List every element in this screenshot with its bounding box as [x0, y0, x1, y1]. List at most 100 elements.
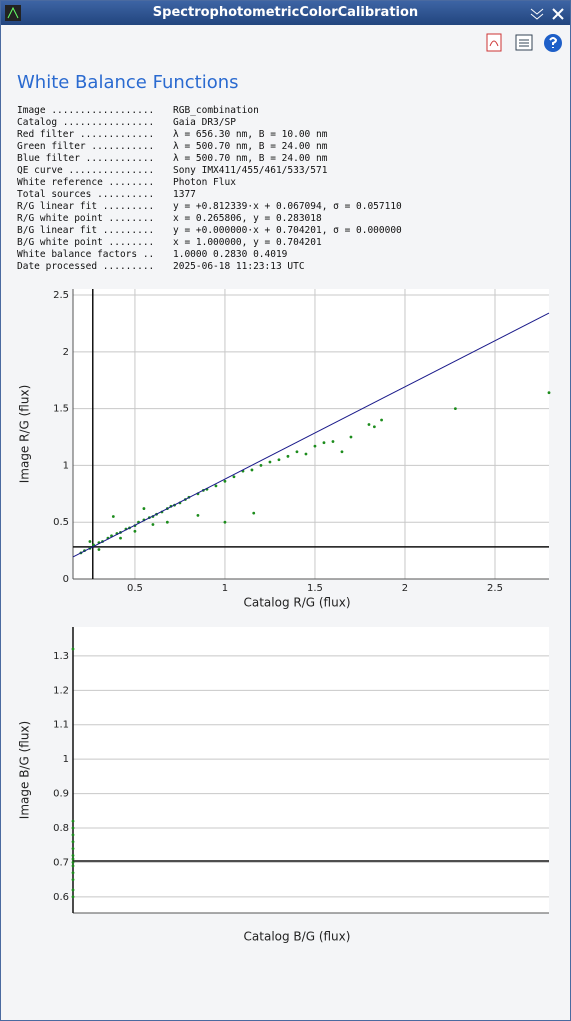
data-point: [71, 888, 75, 892]
info-label: White reference ........: [17, 177, 155, 188]
y-tick-label: 2: [63, 347, 69, 358]
info-label: B/G white point ........: [17, 237, 155, 248]
info-value: RGB_combination: [173, 105, 259, 116]
data-point: [268, 460, 272, 464]
y-tick-label: 1: [63, 754, 69, 765]
data-point: [119, 536, 122, 540]
info-label: Red filter .............: [17, 129, 155, 140]
data-point: [71, 878, 75, 882]
info-label: Date processed .........: [17, 261, 155, 272]
plot-area: [73, 627, 549, 913]
info-row: R/G white point ........ x = 0.265806, y …: [17, 213, 402, 225]
info-label: Image ..................: [17, 105, 155, 116]
info-value: y = +0.812339·x + 0.067094, σ = 0.057110: [173, 201, 402, 212]
fit-line: [72, 312, 550, 558]
info-label: Blue filter ............: [17, 153, 155, 164]
data-point: [133, 529, 137, 533]
y-tick-label: 0.6: [53, 892, 69, 903]
info-row: Date processed ......... 2025-06-18 11:23…: [17, 261, 402, 273]
info-value: 1377: [173, 189, 196, 200]
info-row: Red filter ............. λ = 656.30 nm, B…: [17, 129, 402, 141]
data-point: [196, 513, 200, 517]
data-point: [71, 826, 75, 830]
plot-area: [73, 289, 549, 579]
info-label: Green filter ...........: [17, 141, 155, 152]
data-point: [331, 440, 335, 443]
heading: White Balance Functions: [17, 72, 239, 93]
data-point: [223, 479, 227, 483]
data-point: [71, 895, 75, 899]
data-point: [142, 507, 146, 510]
x-tick-label: 1.5: [307, 583, 323, 594]
info-value: λ = 656.30 nm, B = 10.00 nm: [173, 129, 328, 140]
info-label: Total sources ..........: [17, 189, 155, 200]
info-label: R/G white point ........: [17, 213, 155, 224]
data-point: [165, 520, 169, 524]
info-label: White balance factors ..: [17, 249, 155, 260]
data-point: [367, 423, 371, 426]
info-label: B/G linear fit .........: [17, 225, 155, 236]
data-point: [71, 840, 75, 844]
data-point: [286, 454, 290, 458]
info-label: QE curve ...............: [17, 165, 155, 176]
info-label: R/G linear fit .........: [17, 201, 155, 212]
window-buttons[interactable]: [529, 8, 567, 20]
x-tick-label: 1: [222, 583, 228, 594]
info-list: Image .................. RGB_combination C…: [17, 105, 402, 273]
title-bar: SpectrophotometricColorCalibration: [1, 1, 570, 25]
plots: 0 0.5 1 1.5 2 2.5 0.5 1 1.5 2 2.5 Catalog R/G (flux…: [18, 289, 551, 944]
data-point: [71, 647, 75, 651]
data-point: [547, 391, 551, 395]
data-point: [380, 418, 383, 422]
data-point: [71, 819, 75, 823]
info-value: Sony IMX411/455/461/533/571: [173, 165, 328, 176]
info-row: R/G linear fit ......... y = +0.812339·x …: [17, 201, 402, 213]
data-point: [250, 468, 254, 472]
info-value: y = +0.000000·x + 0.704201, σ = 0.000000: [173, 225, 402, 236]
y-tick-label: 0.9: [53, 789, 69, 800]
data-point: [71, 864, 75, 868]
data-point: [232, 475, 236, 479]
info-row: Blue filter ............ λ = 500.70 nm, B…: [17, 153, 402, 165]
y-tick-label: 2.5: [53, 290, 69, 301]
y-tick-label: 0.8: [53, 823, 69, 834]
data-point: [214, 484, 218, 488]
y-tick-label: 1: [63, 460, 69, 471]
data-point: [322, 441, 326, 445]
y-tick-label: 0: [63, 574, 69, 585]
y-tick-label: 1.5: [53, 404, 69, 415]
info-value: λ = 500.70 nm, B = 24.00 nm: [173, 153, 328, 164]
data-point: [313, 444, 317, 448]
y-tick-label: 1.2: [53, 685, 69, 696]
app-icon: [5, 5, 21, 21]
info-value: Gaia DR3/SP: [173, 117, 236, 128]
data-point: [295, 450, 299, 454]
info-value: x = 1.000000, y = 0.704201: [173, 237, 322, 248]
data-point: [349, 435, 353, 439]
y-axis-label: Image R/G (flux): [18, 385, 32, 484]
info-value: 2025-06-18 11:23:13 UTC: [173, 261, 305, 272]
data-point: [71, 854, 75, 857]
y-tick-label: 1.1: [53, 720, 69, 731]
info-value: Photon Flux: [173, 177, 236, 188]
data-point: [223, 520, 227, 524]
info-value: λ = 500.70 nm, B = 24.00 nm: [173, 141, 328, 152]
data-point: [252, 511, 256, 515]
data-point: [71, 871, 75, 875]
info-row: White reference ........ Photon Flux: [17, 177, 402, 189]
toolbar[interactable]: [485, 32, 565, 54]
info-row: Total sources .......... 1377: [17, 189, 402, 201]
info-row: Green filter ........... λ = 500.70 nm, B…: [17, 141, 402, 153]
y-tick-label: 1.3: [53, 651, 69, 662]
info-row: Catalog ................ Gaia DR3/SP: [17, 117, 402, 129]
y-tick-label: 0.5: [53, 517, 69, 528]
info-row: White balance factors .. 1.0000 0.2830 0.…: [17, 249, 402, 261]
info-row: B/G white point ........ x = 1.000000, y …: [17, 237, 402, 249]
info-label: Catalog ................: [17, 117, 155, 128]
info-row: Image .................. RGB_combination: [17, 105, 402, 117]
data-point: [71, 847, 75, 851]
info-value: x = 0.265806, y = 0.283018: [173, 213, 322, 224]
data-point: [88, 540, 92, 543]
data-point: [151, 523, 155, 526]
